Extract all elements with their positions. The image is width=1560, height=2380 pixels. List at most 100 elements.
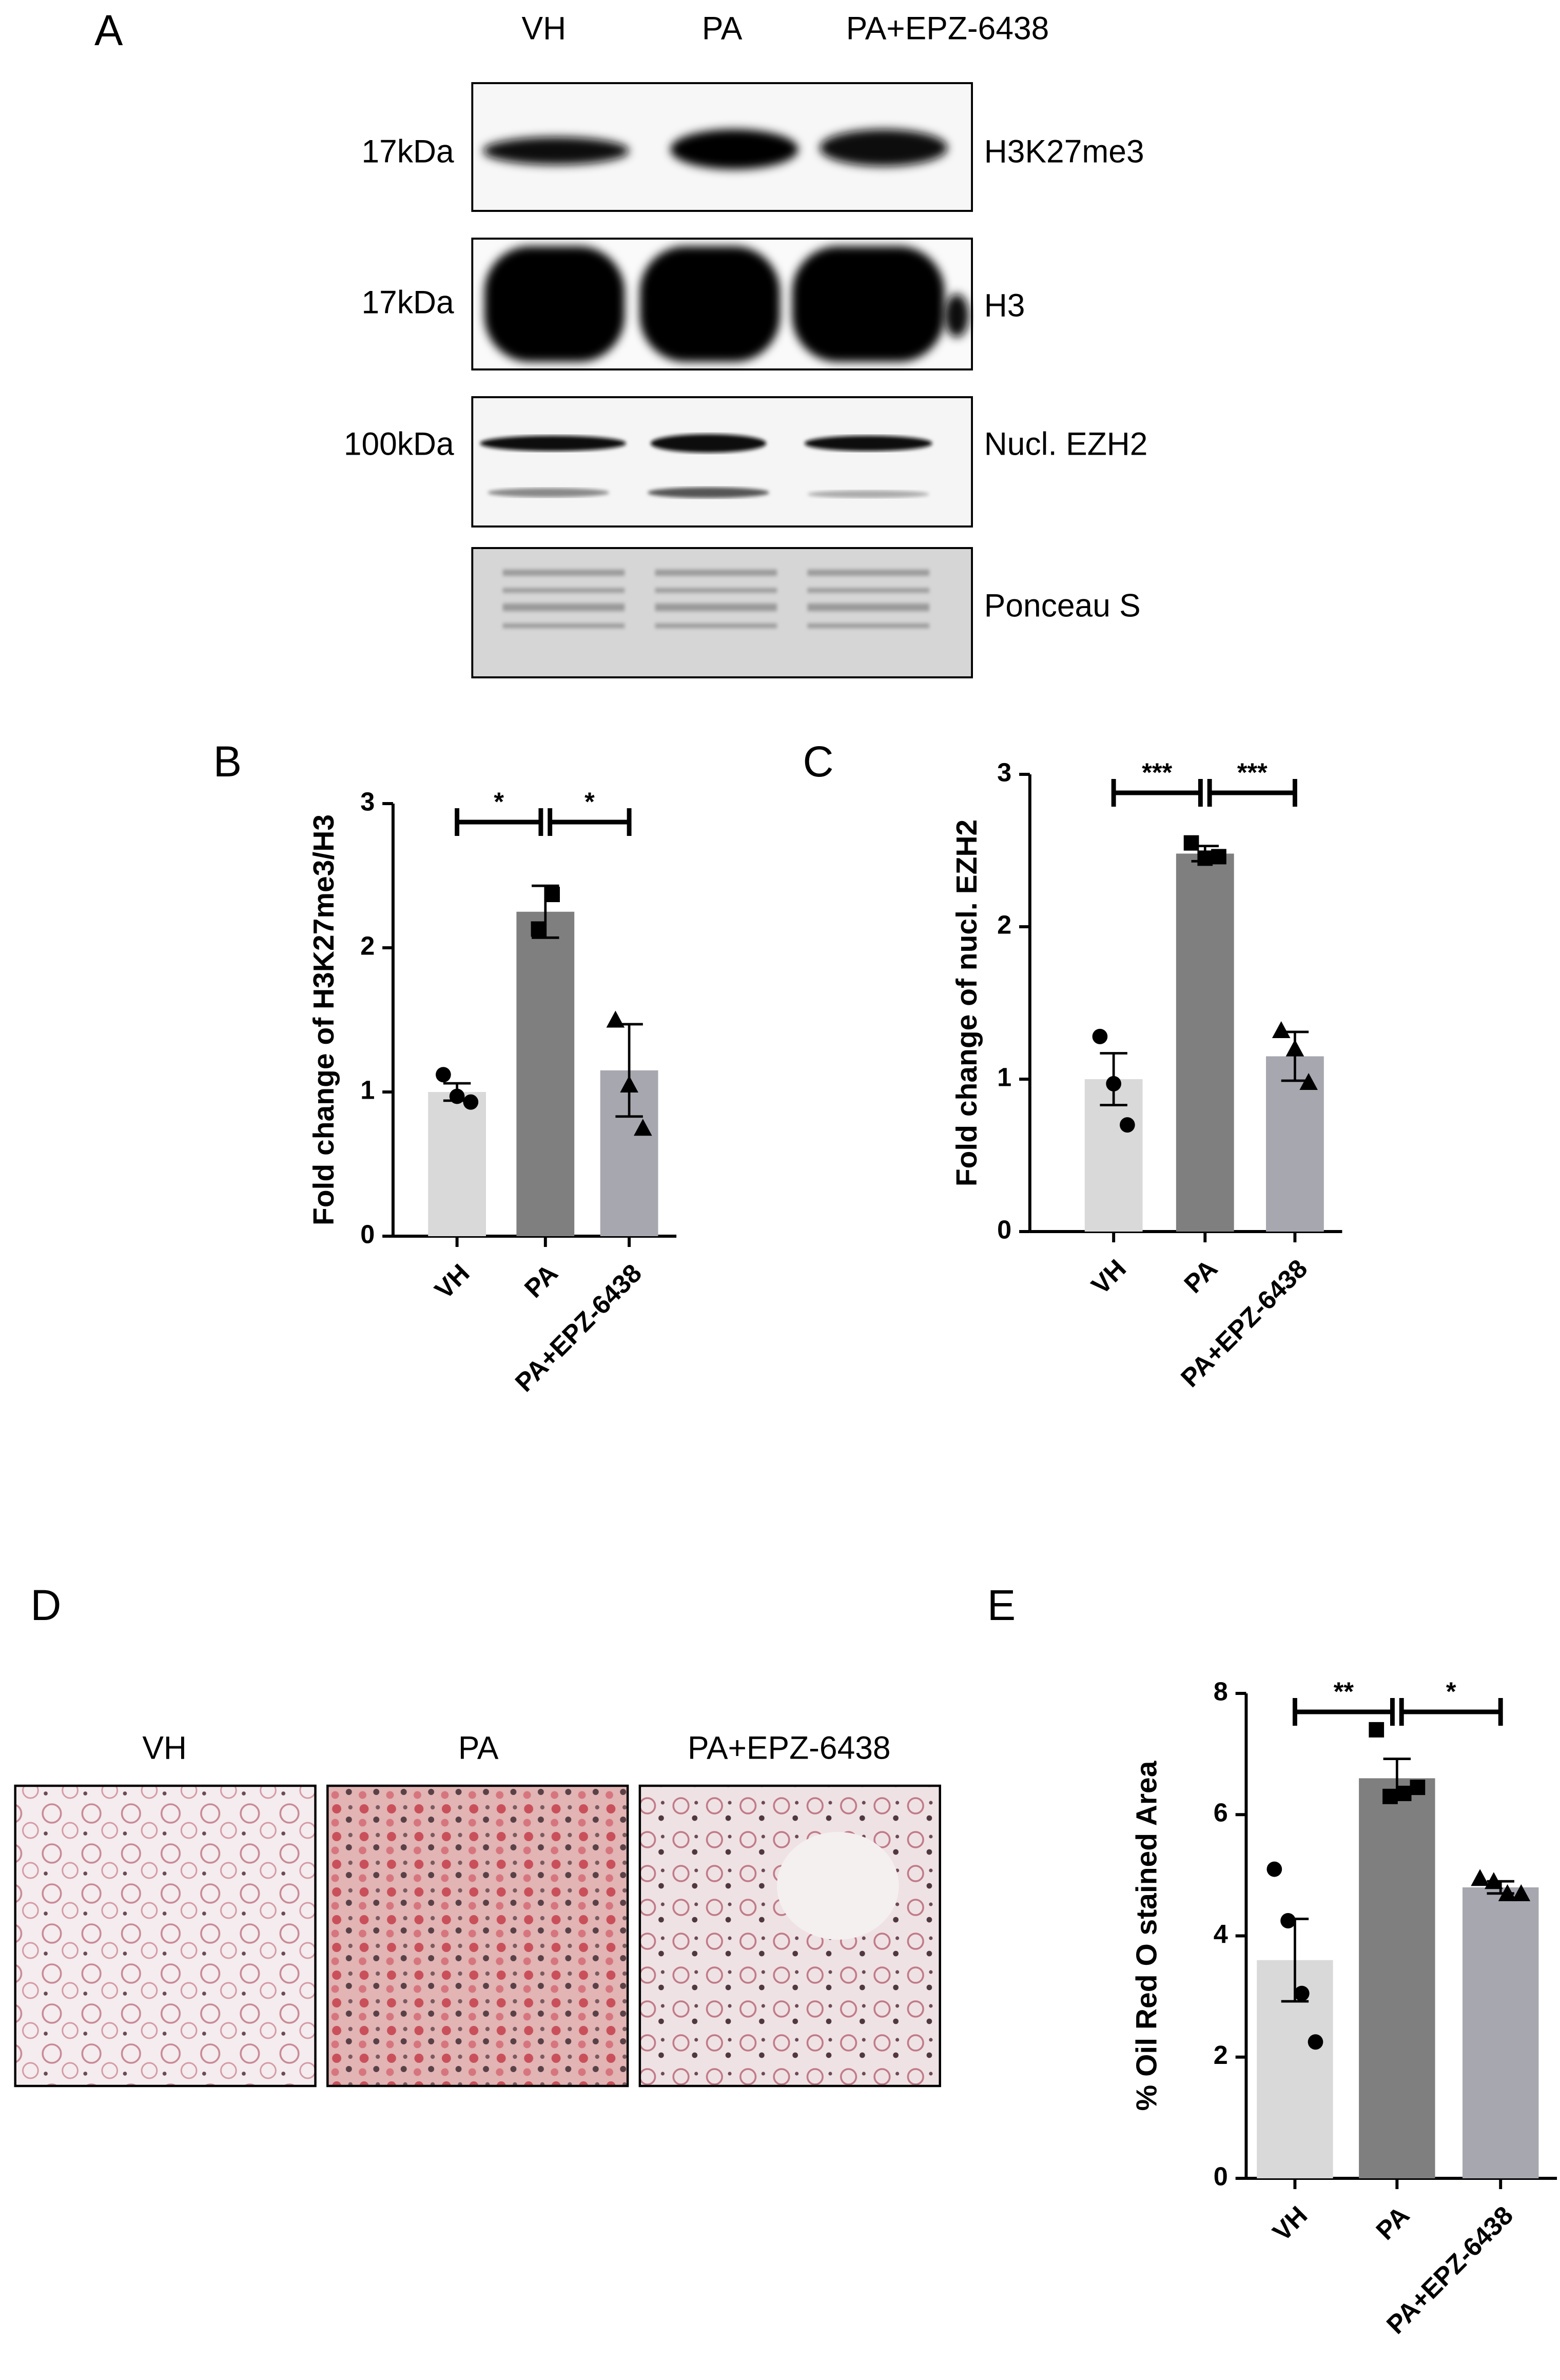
band — [944, 294, 969, 337]
y-tick-label: 0 — [360, 1219, 375, 1248]
y-tick-label: 2 — [360, 931, 375, 960]
x-tick-label: PA — [1370, 2200, 1415, 2246]
micrograph-label: VH — [142, 1730, 187, 1766]
micrograph-label: PA — [458, 1730, 499, 1766]
data-point — [1369, 1722, 1384, 1738]
bar — [1463, 1887, 1539, 2178]
band — [488, 488, 610, 497]
y-tick-label: 8 — [1214, 1676, 1228, 1706]
data-point — [1272, 1021, 1291, 1038]
data-point — [1299, 1072, 1318, 1090]
y-tick-label: 0 — [997, 1215, 1011, 1244]
data-point — [1211, 849, 1226, 865]
x-tick-label: VH — [1267, 2200, 1313, 2247]
y-tick-label: 4 — [1214, 1919, 1228, 1948]
band — [807, 490, 929, 498]
micrograph — [326, 1784, 629, 2088]
data-point — [449, 1088, 465, 1104]
band — [670, 129, 798, 169]
sig-label: * — [494, 787, 504, 816]
blot-box — [471, 547, 973, 678]
y-tick-label: 3 — [997, 757, 1011, 787]
band — [480, 436, 627, 451]
band — [820, 129, 948, 166]
data-point — [1183, 835, 1199, 851]
data-point — [1410, 1780, 1426, 1796]
size-label: 17kDa — [362, 284, 454, 320]
band — [484, 246, 625, 362]
data-point — [1498, 1884, 1517, 1901]
data-point — [1120, 1117, 1135, 1133]
y-tick-label: 0 — [1214, 2161, 1228, 2191]
bar — [1359, 1778, 1435, 2178]
y-tick-label: 2 — [1214, 2040, 1228, 2070]
bar — [428, 1092, 486, 1236]
band — [483, 137, 630, 165]
x-tick-label: VH — [1085, 1254, 1132, 1300]
data-point — [544, 887, 560, 903]
sig-label: *** — [1237, 757, 1268, 787]
size-label: 17kDa — [362, 133, 454, 169]
data-point — [1280, 1913, 1296, 1928]
data-point — [1197, 850, 1213, 866]
row-label: Ponceau S — [984, 588, 1141, 623]
blot-box — [471, 396, 973, 528]
band — [792, 246, 945, 362]
data-point — [1485, 1872, 1503, 1889]
row-label: H3 — [984, 287, 1025, 323]
panel-label: B — [213, 737, 242, 786]
y-tick-label: 2 — [997, 910, 1011, 939]
bar — [1266, 1056, 1324, 1232]
data-point — [1266, 1861, 1282, 1877]
panel-label: E — [987, 1581, 1016, 1629]
x-tick-label: PA — [519, 1258, 563, 1303]
y-tick-label: 3 — [360, 787, 375, 816]
micrograph — [638, 1784, 941, 2088]
y-tick-label: 1 — [360, 1075, 375, 1104]
data-point — [620, 1075, 638, 1093]
band — [647, 487, 770, 498]
data-point — [1106, 1076, 1121, 1091]
blot — [471, 82, 973, 678]
data-point — [1092, 1028, 1108, 1044]
data-point — [1382, 1788, 1398, 1804]
data-point — [436, 1067, 451, 1083]
sig-label: * — [1446, 1676, 1456, 1706]
y-axis-label: Fold change of H3K27me3/H3 — [308, 814, 340, 1225]
ponceau-bands — [502, 570, 929, 628]
y-axis-label: % Oil Red O stained Area — [1131, 1761, 1163, 2111]
band — [639, 246, 780, 362]
data-point — [1308, 2034, 1323, 2050]
data-point — [1512, 1884, 1531, 1901]
micrograph — [14, 1784, 317, 2088]
x-tick-label: VH — [429, 1258, 475, 1305]
row-label: Nucl. EZH2 — [984, 426, 1148, 462]
panel-label: A — [94, 6, 123, 54]
data-point — [463, 1094, 479, 1110]
data-point — [606, 1010, 625, 1028]
panel-label: C — [803, 737, 834, 786]
bar — [516, 911, 575, 1236]
y-tick-label: 6 — [1214, 1798, 1228, 1827]
lane-label: PA — [702, 10, 743, 46]
size-label: 100kDa — [344, 426, 454, 462]
micrograph-detail — [777, 1832, 899, 1940]
bar — [1176, 853, 1234, 1232]
sig-label: * — [584, 787, 595, 816]
band — [650, 434, 767, 453]
data-point — [634, 1119, 652, 1136]
x-tick-label: PA — [1178, 1254, 1223, 1299]
data-point — [531, 921, 547, 937]
sig-label: *** — [1142, 757, 1172, 787]
y-tick-label: 1 — [997, 1062, 1011, 1091]
lane-label: VH — [522, 10, 567, 46]
data-point — [1285, 1039, 1304, 1057]
micrograph-label: PA+EPZ-6438 — [688, 1730, 891, 1766]
panel-label: D — [30, 1581, 61, 1629]
lane-label: PA+EPZ-6438 — [846, 10, 1049, 46]
band — [804, 436, 932, 451]
data-point — [1471, 1869, 1489, 1886]
row-label: H3K27me3 — [984, 133, 1144, 169]
